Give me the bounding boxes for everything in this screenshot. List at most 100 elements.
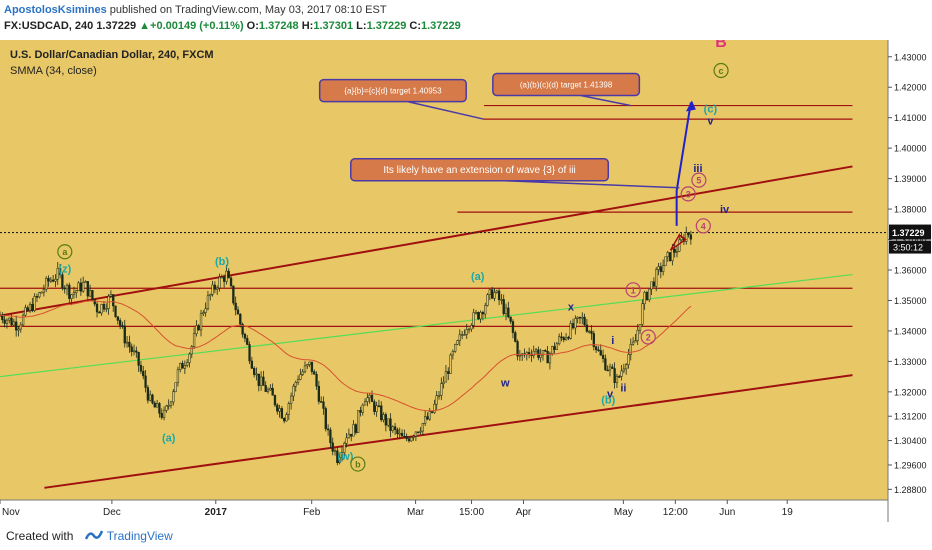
candle-body — [382, 414, 385, 421]
candle-body — [24, 307, 27, 316]
candle-body — [474, 312, 478, 314]
candle-body — [659, 266, 662, 272]
y-tick-label: 1.38000 — [894, 205, 927, 215]
candle-body — [276, 404, 279, 412]
candle-body — [3, 319, 6, 324]
candle-body — [75, 290, 78, 293]
candle-body — [139, 365, 143, 372]
candle-body — [377, 405, 381, 407]
candle-body — [273, 395, 277, 406]
candle-body — [472, 312, 475, 326]
candle-body — [456, 340, 459, 345]
candle-body — [121, 325, 124, 327]
low-value: 1.37229 — [366, 20, 407, 32]
candle-body — [329, 429, 332, 444]
candle-body — [123, 325, 126, 344]
candle-body — [105, 308, 108, 310]
author-link[interactable]: ApostolosKsimines — [4, 4, 107, 16]
candle-body — [246, 338, 249, 345]
candle-body — [153, 402, 156, 408]
candle-body — [569, 323, 572, 339]
wave-label: (a) — [471, 271, 485, 283]
wave-label: i — [611, 335, 614, 347]
callout-pointer — [407, 100, 485, 120]
price-chart[interactable]: {a}{b}={c}{d} target 1.40953 (a)(b)(c)(d)… — [0, 40, 932, 522]
candle-body — [687, 232, 690, 236]
candle-body — [340, 452, 344, 458]
wave-label: ii — [620, 382, 626, 394]
candle-body — [426, 416, 429, 420]
candle-body — [176, 369, 180, 383]
candle-body — [299, 374, 302, 380]
candle-body — [356, 410, 360, 433]
candle-body — [500, 299, 503, 301]
candle-body — [283, 417, 286, 422]
candle-body — [594, 346, 598, 351]
wave-label: 5 — [696, 176, 701, 186]
last-price: 1.37229 — [96, 20, 137, 32]
x-tick-label: Feb — [303, 507, 321, 518]
wave-label-circle — [640, 329, 656, 345]
candle-body — [204, 308, 207, 313]
candle-body — [324, 408, 327, 430]
candle-body — [511, 321, 515, 333]
candle-body — [56, 267, 59, 280]
candle-body — [213, 284, 217, 290]
candle-body — [257, 373, 260, 386]
candle-body — [317, 385, 321, 402]
wave-label: (b) — [601, 394, 615, 406]
projection-arrowhead — [685, 100, 696, 112]
candle-body — [116, 316, 119, 321]
current-price-label: 1.37229 — [892, 228, 925, 238]
candle-body — [518, 354, 522, 357]
candle-body — [578, 316, 582, 319]
candle-body — [389, 418, 392, 431]
candle-body — [287, 403, 290, 415]
candle-body — [206, 295, 210, 309]
open-label: O: — [246, 20, 259, 32]
smma-line — [0, 300, 692, 412]
candle-body — [169, 401, 173, 406]
indicator-label: SMMA (34, close) — [10, 65, 97, 77]
tradingview-brand[interactable]: TradingView — [106, 529, 173, 543]
candle-body — [680, 237, 683, 241]
wave-label: w — [500, 378, 510, 390]
candle-body — [192, 333, 196, 347]
candle-body — [172, 391, 175, 403]
candle-body — [308, 361, 311, 365]
wave-4-triangle — [669, 233, 687, 251]
candle-body — [592, 333, 595, 347]
candle-body — [433, 403, 436, 413]
candle-body — [393, 426, 397, 430]
candle-body — [463, 334, 466, 336]
candle-body — [190, 346, 193, 355]
up-arrow-icon: ▲ — [139, 20, 151, 32]
candle-body — [250, 360, 254, 369]
candle-body — [678, 239, 681, 252]
candle-body — [301, 371, 304, 375]
publish-info: published on TradingView.com, May 03, 20… — [106, 4, 387, 16]
candle-body — [467, 328, 471, 331]
candle-body — [447, 371, 450, 374]
candle-body — [160, 413, 163, 418]
x-tick-label: 12:00 — [663, 507, 688, 518]
close-value: 1.37229 — [421, 20, 461, 32]
candle-body — [645, 292, 649, 301]
callout-pointer — [580, 94, 631, 107]
candle-body — [387, 418, 390, 426]
candle-body — [49, 279, 52, 282]
candle-body — [285, 414, 288, 422]
wave-label: a — [62, 247, 68, 257]
candle-body — [671, 248, 674, 261]
candle-body — [449, 354, 452, 374]
x-tick-label: 15:00 — [459, 507, 484, 518]
candle-body — [262, 376, 265, 386]
candle-body — [428, 411, 431, 420]
candle-body — [42, 288, 46, 293]
candle-body — [8, 317, 11, 321]
candle-body — [183, 365, 186, 369]
candle-body — [629, 343, 632, 355]
candle-body — [599, 350, 602, 356]
candle-body — [296, 379, 300, 383]
candle-body — [28, 303, 32, 311]
